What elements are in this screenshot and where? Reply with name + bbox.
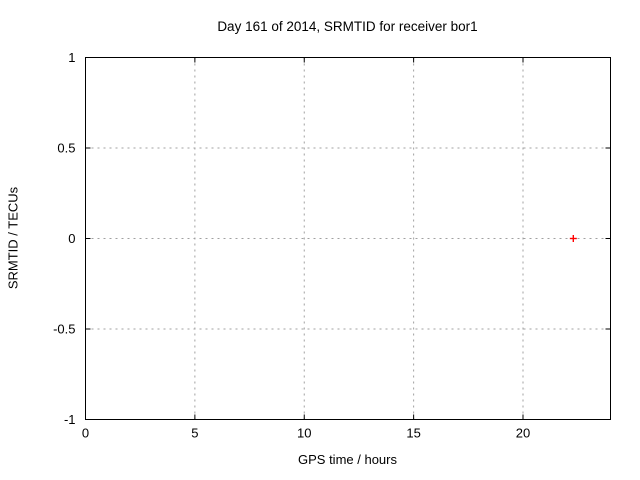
y-tick-label: -1 bbox=[64, 412, 76, 427]
y-tick-label: 0 bbox=[68, 231, 75, 246]
y-tick-label: -0.5 bbox=[53, 322, 75, 337]
chart-title: Day 161 of 2014, SRMTID for receiver bor… bbox=[217, 19, 478, 34]
x-tick-label: 0 bbox=[82, 426, 89, 441]
x-tick-label: 20 bbox=[516, 426, 530, 441]
x-tick-label: 10 bbox=[297, 426, 311, 441]
x-tick-label: 15 bbox=[406, 426, 420, 441]
x-axis-label: GPS time / hours bbox=[298, 452, 397, 467]
y-tick-label: 0.5 bbox=[57, 141, 75, 156]
y-tick-label: 1 bbox=[68, 50, 75, 65]
x-tick-label: 5 bbox=[191, 426, 198, 441]
